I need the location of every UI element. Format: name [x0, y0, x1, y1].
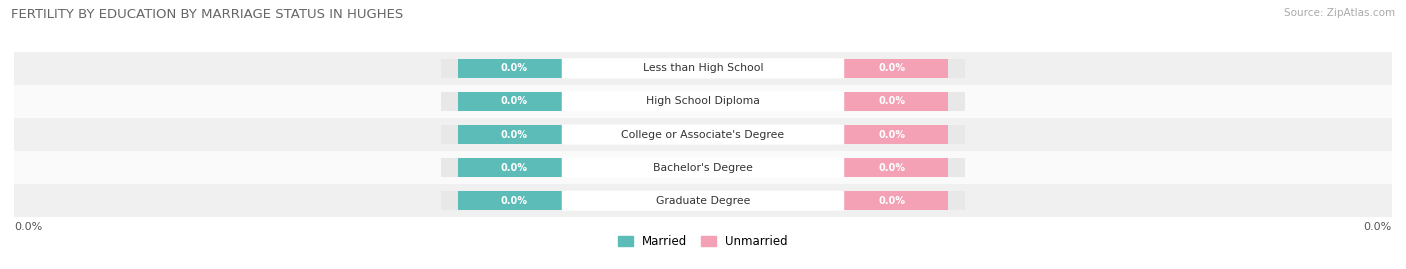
Bar: [838, 92, 948, 111]
Text: 0.0%: 0.0%: [1364, 222, 1392, 232]
Text: 0.0%: 0.0%: [879, 162, 905, 173]
Bar: [458, 125, 568, 144]
Bar: [838, 158, 948, 177]
Bar: [838, 59, 948, 78]
Text: 0.0%: 0.0%: [14, 222, 42, 232]
FancyBboxPatch shape: [562, 124, 844, 145]
Bar: [14, 85, 1392, 118]
Bar: [14, 118, 1392, 151]
FancyBboxPatch shape: [562, 91, 844, 111]
Bar: [441, 158, 965, 177]
Bar: [458, 92, 568, 111]
Bar: [14, 184, 1392, 217]
Text: 0.0%: 0.0%: [501, 162, 527, 173]
Text: 0.0%: 0.0%: [879, 196, 905, 206]
Text: 0.0%: 0.0%: [501, 196, 527, 206]
FancyBboxPatch shape: [562, 158, 844, 178]
Bar: [14, 151, 1392, 184]
Bar: [441, 191, 965, 210]
FancyBboxPatch shape: [562, 58, 844, 78]
Bar: [838, 125, 948, 144]
Text: 0.0%: 0.0%: [501, 96, 527, 107]
Text: Graduate Degree: Graduate Degree: [655, 196, 751, 206]
Text: College or Associate's Degree: College or Associate's Degree: [621, 129, 785, 140]
Bar: [441, 92, 965, 111]
Text: Less than High School: Less than High School: [643, 63, 763, 73]
Bar: [441, 59, 965, 78]
Bar: [458, 158, 568, 177]
Text: 0.0%: 0.0%: [879, 129, 905, 140]
Text: Bachelor's Degree: Bachelor's Degree: [652, 162, 754, 173]
Bar: [838, 191, 948, 210]
Text: 0.0%: 0.0%: [879, 96, 905, 107]
Bar: [441, 125, 965, 144]
Bar: [458, 191, 568, 210]
Bar: [458, 59, 568, 78]
Bar: [14, 52, 1392, 85]
FancyBboxPatch shape: [562, 191, 844, 211]
Text: 0.0%: 0.0%: [501, 129, 527, 140]
Text: 0.0%: 0.0%: [879, 63, 905, 73]
Text: Source: ZipAtlas.com: Source: ZipAtlas.com: [1284, 8, 1395, 18]
Text: High School Diploma: High School Diploma: [647, 96, 759, 107]
Legend: Married, Unmarried: Married, Unmarried: [613, 230, 793, 253]
Text: 0.0%: 0.0%: [501, 63, 527, 73]
Text: FERTILITY BY EDUCATION BY MARRIAGE STATUS IN HUGHES: FERTILITY BY EDUCATION BY MARRIAGE STATU…: [11, 8, 404, 21]
